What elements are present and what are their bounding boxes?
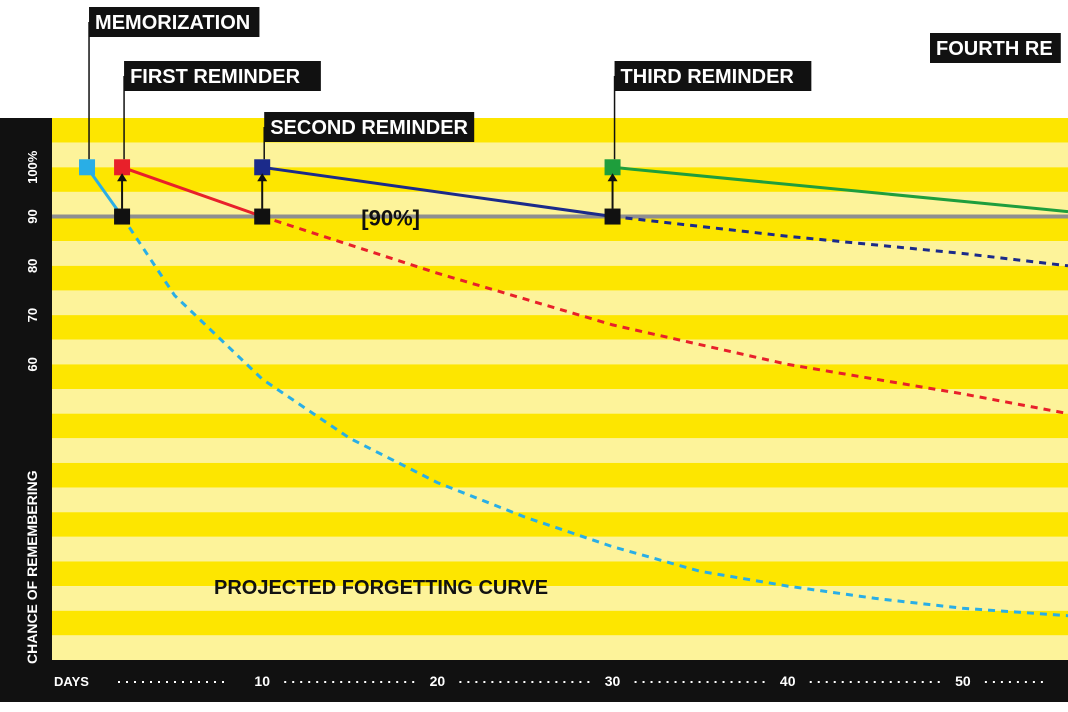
background-band bbox=[52, 389, 1068, 414]
callout-box bbox=[264, 112, 475, 142]
background-band bbox=[52, 561, 1068, 587]
y-axis-bar bbox=[0, 118, 52, 678]
background-band bbox=[52, 167, 1068, 192]
reminder-point bbox=[604, 208, 621, 225]
series-line bbox=[261, 165, 613, 218]
x-tick-label: 50 bbox=[955, 673, 971, 689]
background-band bbox=[52, 462, 1068, 488]
background-band bbox=[52, 118, 1068, 143]
background-band bbox=[52, 364, 1068, 389]
event-marker bbox=[604, 159, 621, 176]
background-band bbox=[52, 290, 1068, 316]
x-axis-bar bbox=[0, 660, 1068, 702]
boost-arrowhead bbox=[607, 173, 618, 182]
y-axis-ticks: 100% 90 80 70 60 bbox=[25, 150, 40, 371]
callout-label: THIRD REMINDER bbox=[621, 66, 795, 88]
series-line bbox=[85, 166, 124, 218]
projected-curve bbox=[120, 215, 1068, 618]
x-axis-label: DAYS bbox=[54, 674, 89, 689]
callout-box bbox=[930, 33, 1061, 63]
y-tick-label: 80 bbox=[25, 259, 40, 273]
reminder-point bbox=[254, 208, 271, 225]
callout-label: FOURTH RE bbox=[936, 38, 1053, 60]
callout-box bbox=[614, 61, 812, 91]
background-band bbox=[52, 216, 1068, 242]
event-marker bbox=[79, 159, 96, 176]
boost-arrowhead bbox=[257, 173, 268, 182]
background-band bbox=[52, 512, 1068, 537]
background-band bbox=[52, 438, 1068, 463]
background-band bbox=[52, 487, 1068, 513]
y-axis-label: CHANCE OF REMEMBERING bbox=[24, 470, 40, 664]
background-band bbox=[52, 635, 1068, 660]
plot-background bbox=[52, 118, 1068, 660]
event-callouts: MEMORIZATION FIRST REMINDER SECOND REMINDE… bbox=[88, 7, 1061, 160]
background-band bbox=[52, 339, 1068, 365]
y-tick-label: 90 bbox=[25, 209, 40, 223]
event-marker bbox=[254, 159, 271, 176]
callout-box bbox=[124, 61, 321, 91]
series-lines bbox=[85, 165, 1068, 618]
background-band bbox=[52, 586, 1068, 611]
x-tick-label: 30 bbox=[605, 673, 621, 689]
projected-curve bbox=[261, 215, 1068, 416]
y-tick-label: 60 bbox=[25, 357, 40, 371]
event-markers bbox=[79, 159, 621, 225]
y-tick-label: 70 bbox=[25, 308, 40, 322]
series-line bbox=[121, 165, 263, 218]
background-band bbox=[52, 413, 1068, 439]
background-band bbox=[52, 610, 1068, 636]
background-band bbox=[52, 265, 1068, 291]
annotation-text: PROJECTED FORGETTING CURVE bbox=[214, 577, 548, 599]
callout-label: FIRST REMINDER bbox=[130, 66, 301, 88]
series-line bbox=[612, 165, 1068, 214]
callout-box bbox=[89, 7, 260, 37]
boost-arrowhead bbox=[117, 173, 128, 182]
x-axis-ticks: 10 20 30 40 50 bbox=[118, 673, 1046, 689]
callout-label: SECOND REMINDER bbox=[270, 117, 468, 139]
background-band bbox=[52, 315, 1068, 340]
background-band bbox=[52, 536, 1068, 562]
y-tick-label: 100% bbox=[25, 150, 40, 184]
background-band bbox=[52, 241, 1068, 266]
projected-curve bbox=[612, 215, 1068, 268]
x-tick-label: 10 bbox=[254, 673, 270, 689]
background-band bbox=[52, 142, 1068, 168]
threshold-label: [90%] bbox=[361, 206, 420, 231]
event-marker bbox=[114, 159, 131, 176]
x-tick-label: 20 bbox=[430, 673, 446, 689]
callout-label: MEMORIZATION bbox=[95, 12, 250, 34]
reminder-point bbox=[114, 208, 131, 225]
x-tick-label: 40 bbox=[780, 673, 796, 689]
